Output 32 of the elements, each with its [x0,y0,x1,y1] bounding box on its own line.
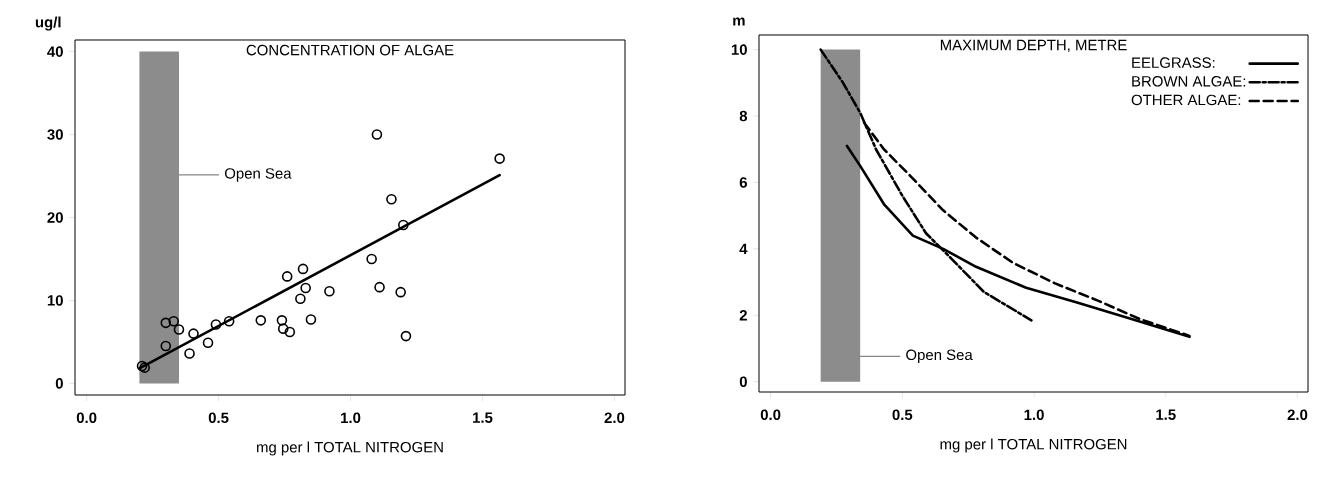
x-tick-label: 1.5 [1156,409,1176,420]
chart-title: CONCENTRATION OF ALGAE [246,44,454,56]
x-tick-label: 2.0 [604,412,625,424]
y-tick-label: 4 [739,243,748,255]
y-tick-label: 8 [739,110,748,122]
y-tick-label: 0 [739,376,747,387]
y-tick-label: 20 [47,212,63,223]
y-tick-label: 10 [731,44,747,55]
x-tick-label: 2.0 [1287,409,1308,421]
chart-title: MAXIMUM DEPTH, METRE [940,39,1127,53]
y-axis-title: m [733,17,745,26]
x-axis-title: mg per l TOTAL NITROGEN [257,441,443,456]
x-axis-title: mg per l TOTAL NITROGEN [940,438,1127,453]
legend-label: EELGRASS: [1132,57,1215,68]
y-tick-label: 30 [47,129,63,140]
y-axis-title: ug/l [35,16,61,31]
legend-label: OTHER ALGAE: [1131,94,1241,106]
band-label: Open Sea [906,349,973,364]
x-tick-label: 0.5 [892,409,913,421]
legend-label: BROWN ALGAE: [1132,75,1246,87]
x-tick-label: 1.5 [473,412,493,423]
y-tick-label: 2 [739,310,747,321]
y-tick-label: 0 [55,378,63,389]
x-tick-label: 0.5 [208,412,229,424]
x-tick-label: 1.0 [341,412,361,424]
x-tick-label: 0.0 [760,409,781,421]
y-tick-label: 6 [739,177,747,188]
y-tick-label: 10 [47,295,63,306]
x-tick-label: 1.0 [1024,409,1044,421]
y-tick-label: 40 [47,46,63,57]
x-tick-label: 0.0 [76,412,97,424]
band-label: Open Sea [224,168,292,182]
